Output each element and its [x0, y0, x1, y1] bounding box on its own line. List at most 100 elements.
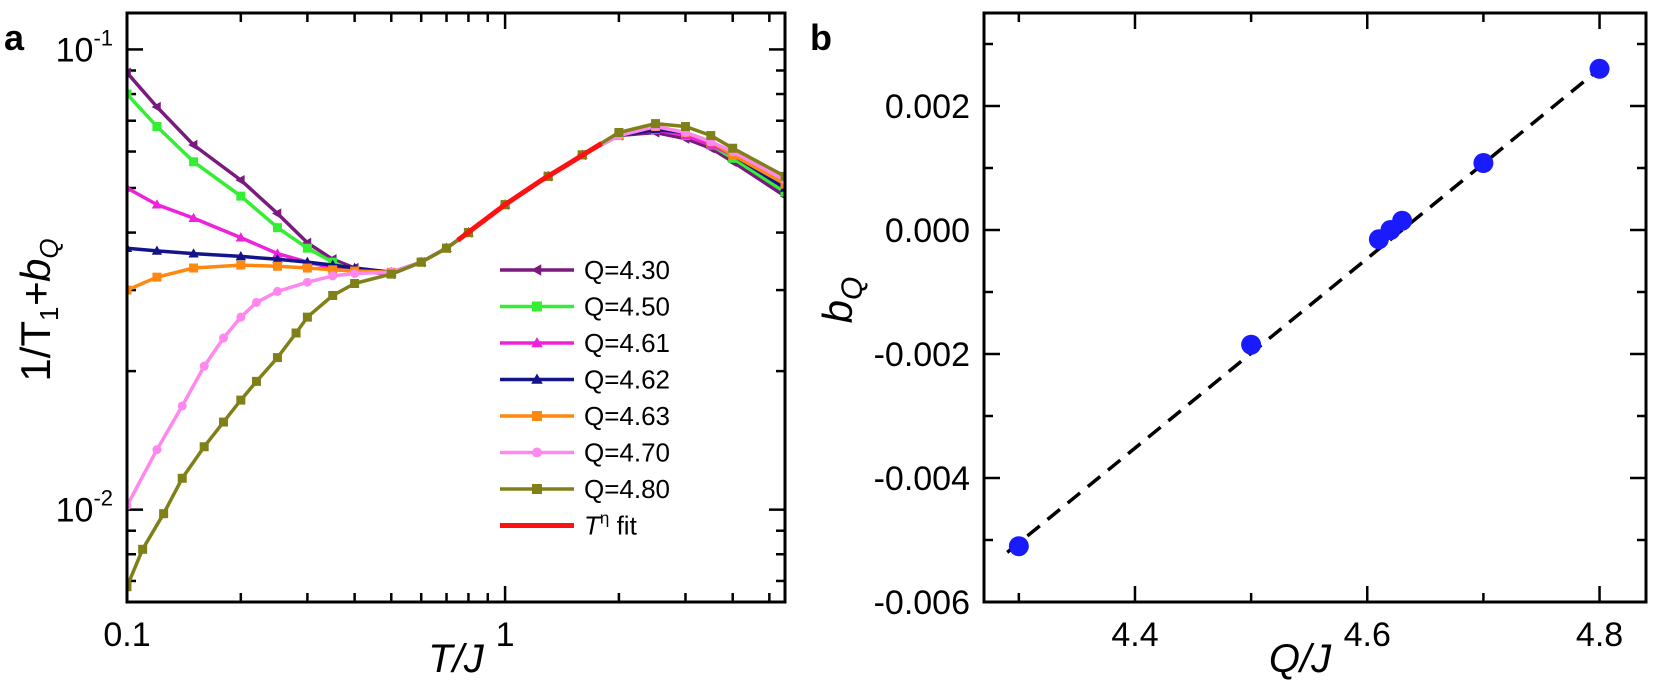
- y-tick-label: 10-1: [56, 25, 113, 69]
- data-point: [614, 127, 624, 137]
- data-point: [350, 279, 360, 289]
- panel-a-y-axis-label: 1/T1+bQ: [12, 238, 64, 381]
- legend-label: Q=4.63: [584, 401, 670, 431]
- data-point: [127, 582, 132, 592]
- data-point: [189, 263, 199, 273]
- y-tick-label-base: 10: [56, 31, 94, 69]
- panel-a-y-axis-label-prefix: 1/T: [12, 321, 59, 382]
- data-point: [328, 290, 338, 300]
- legend-label: Q=4.70: [584, 438, 670, 468]
- panel-b-x-axis-label-text: Q/J: [1269, 637, 1332, 681]
- panel-a-legend: Q=4.30 Q=4.50 Q=4.61 Q=4.62 Q=4.63 Q=4.70 Q=4.…: [500, 255, 670, 541]
- data-point: [127, 89, 132, 99]
- y-tick-label-exp: -1: [93, 25, 113, 50]
- data-point: [272, 253, 283, 264]
- legend-entry: Q=4.63: [500, 401, 670, 431]
- data-point: [235, 232, 246, 242]
- data-point: [127, 285, 132, 295]
- y-tick-label: -0.006: [874, 584, 970, 622]
- legend-label-sup: η: [600, 509, 609, 528]
- data-point: [651, 119, 661, 129]
- data-point: [272, 261, 282, 271]
- data-point: [188, 139, 198, 151]
- data-point: [386, 269, 396, 279]
- data-point: [272, 208, 282, 219]
- data-point: [328, 265, 338, 275]
- panel-b-y-axis-label-main: b: [814, 300, 861, 323]
- series: [127, 122, 785, 295]
- data-point: [177, 473, 187, 483]
- panel-a-plot-frame: [125, 11, 787, 604]
- panel-b-plot-frame: [982, 11, 1648, 604]
- data-point: [442, 243, 452, 253]
- legend-label: Q=4.80: [584, 474, 670, 504]
- data-point: [1392, 210, 1413, 231]
- data-point: [531, 337, 543, 348]
- data-point: [291, 328, 301, 338]
- panel-a-y-tick-labels: 10-210-1: [56, 25, 113, 529]
- data-point: [416, 257, 426, 267]
- data-point: [780, 171, 785, 181]
- legend-entry: Q=4.70: [500, 438, 670, 468]
- panel-b-label: b: [810, 17, 832, 58]
- legend-label-suffix: fit: [609, 511, 637, 541]
- series-line: [127, 127, 785, 276]
- data-point: [1241, 334, 1262, 355]
- data-point: [219, 333, 229, 343]
- panel-a-x-axis-label-text: T/J: [428, 637, 485, 681]
- legend-entry: Q=4.80: [500, 474, 670, 504]
- data-point: [350, 268, 360, 278]
- legend-label-main: T: [584, 511, 602, 541]
- data-point: [219, 417, 229, 427]
- data-point: [236, 191, 246, 201]
- panel-a: a 0.1 1 10-210-1 T/J 1/T1+bQ Q=4.30Q=4.50…: [4, 11, 787, 681]
- y-tick-label-base: 10: [56, 492, 94, 530]
- legend-entry: Tη fit: [500, 509, 638, 541]
- data-point: [272, 223, 282, 233]
- data-point: [302, 243, 312, 253]
- data-point: [251, 297, 261, 307]
- data-point: [532, 411, 542, 421]
- series-line: [127, 127, 785, 274]
- data-point: [199, 361, 209, 371]
- panel-b-ticks: [984, 13, 1646, 604]
- series: [127, 67, 785, 280]
- series-line: [127, 92, 785, 276]
- x-tick-label: 4.8: [1576, 616, 1623, 654]
- legend-label: Q=4.61: [584, 328, 670, 358]
- data-point: [728, 143, 738, 153]
- series-line: [127, 124, 785, 292]
- data-point: [680, 122, 690, 132]
- panel-a-y-axis-label-sub1: 1: [34, 306, 64, 320]
- series-line: [127, 71, 785, 276]
- panel-a-label: a: [4, 17, 25, 58]
- panel-b: b 4.4 4.6 4.8 -0.006 -0.004 -0.002 0.000 0.002…: [810, 11, 1648, 681]
- legend-label: Q=4.62: [584, 365, 670, 395]
- series: [127, 89, 785, 279]
- panel-a-x-axis-label: T/J: [428, 637, 485, 681]
- x-tick-label: 4.6: [1344, 616, 1391, 654]
- data-point: [272, 248, 283, 258]
- data-point: [1589, 58, 1610, 79]
- data-point: [532, 301, 542, 312]
- legend-label: Q=4.50: [584, 292, 670, 322]
- data-point: [706, 131, 716, 141]
- data-point: [235, 251, 246, 261]
- series: [456, 141, 603, 243]
- x-tick-label: 4.4: [1111, 616, 1158, 654]
- panel-b-x-tick-labels: 4.4 4.6 4.8: [1111, 616, 1623, 654]
- y-tick-label: -0.004: [874, 460, 970, 498]
- x-tick-label: 1: [496, 616, 515, 654]
- legend-entry: Q=4.30: [500, 255, 670, 285]
- legend-label: Q=4.30: [584, 255, 670, 285]
- panel-b-y-axis-label-sub: Q: [836, 277, 869, 300]
- legend-entry: Q=4.62: [500, 365, 670, 395]
- y-tick-label-exp: -2: [93, 486, 113, 511]
- data-point: [152, 272, 162, 282]
- data-point: [199, 442, 209, 452]
- data-point: [1008, 536, 1029, 557]
- legend-entry: Q=4.61: [500, 328, 670, 358]
- data-point: [151, 101, 161, 113]
- y-tick-label: 10-2: [56, 486, 113, 530]
